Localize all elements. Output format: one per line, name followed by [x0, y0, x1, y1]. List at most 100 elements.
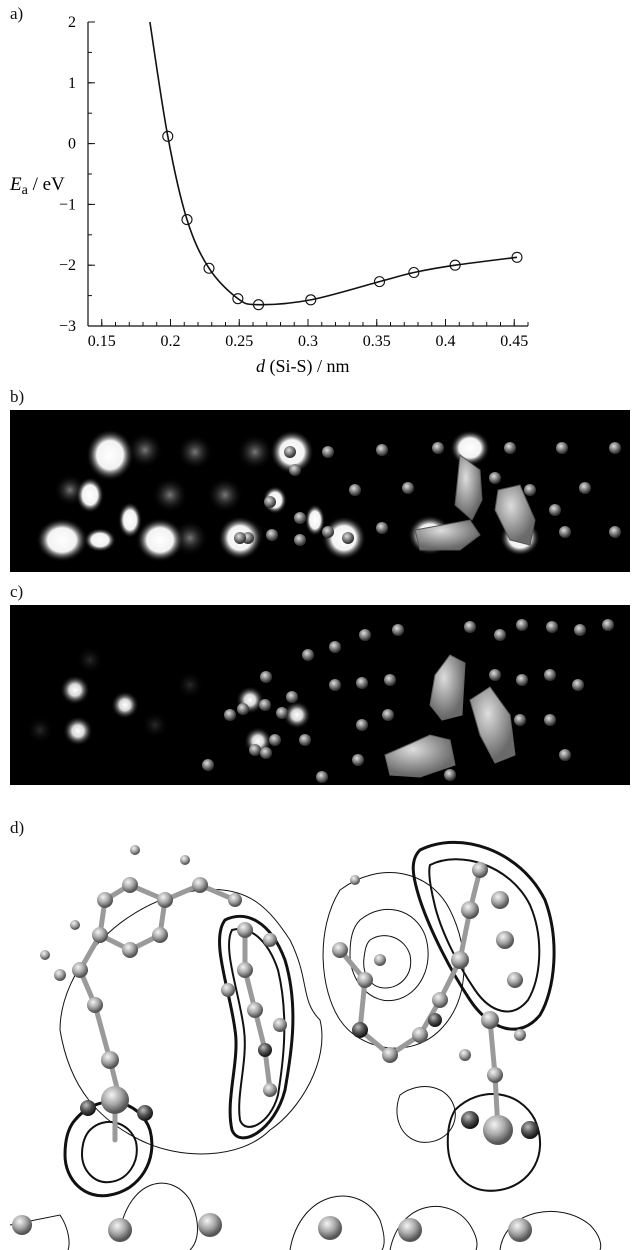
surface-atom — [224, 709, 236, 721]
y-axis-label: Ea / eV — [9, 174, 65, 198]
surface-atom — [356, 719, 368, 731]
stm-image-c — [26, 619, 614, 783]
surface-atom — [294, 512, 306, 524]
surface-atom — [322, 446, 334, 458]
surface-atom — [572, 679, 584, 691]
molecule-atoms — [12, 845, 539, 1242]
stm-image-panel-c — [10, 605, 630, 785]
surface-atom — [349, 484, 361, 496]
surface-atom — [289, 464, 301, 476]
x-axis-label-rest: (Si-S) / nm — [265, 356, 350, 377]
chart-ticks: 0.15 0.2 0.25 0.3 0.35 0.4 0.45 2 1 0 −1 −2 −3 — [59, 14, 529, 350]
x-tick-label: 0.25 — [225, 333, 253, 350]
data-point — [232, 293, 244, 305]
surface-atom — [579, 482, 591, 494]
y-tick-label: 0 — [68, 136, 76, 153]
x-axis-label-symbol: d — [256, 356, 266, 376]
adsorbed-molecules-b — [414, 454, 536, 551]
surface-atom — [260, 747, 272, 759]
faint-spots — [26, 646, 204, 744]
surface-atoms-c — [202, 619, 614, 783]
contour-structure-panel-d — [9, 840, 602, 1250]
data-point — [181, 214, 193, 226]
surface-atom — [237, 703, 249, 715]
x-tick-label: 0.2 — [161, 333, 181, 350]
surface-atom — [329, 641, 341, 653]
y-tick-label: 2 — [68, 14, 76, 31]
y-axis-label-subscript: a — [22, 183, 29, 198]
x-tick-label: 0.45 — [500, 333, 528, 350]
surface-atom — [266, 529, 278, 541]
energy-curve-line — [149, 21, 518, 306]
data-point — [449, 259, 461, 271]
surface-atom — [359, 629, 371, 641]
x-tick-label: 0.4 — [436, 333, 456, 350]
y-tick-label: −1 — [59, 196, 76, 213]
stm-image-b — [36, 429, 621, 562]
surface-atom — [516, 619, 528, 631]
energy-curve-chart: 0.15 0.2 0.25 0.3 0.35 0.4 0.45 2 1 0 −1 −2 −3 Ea / … — [9, 14, 529, 377]
surface-atom — [556, 442, 568, 454]
surface-atom — [260, 671, 272, 683]
surface-atom — [234, 532, 246, 544]
panel-d-label: d) — [10, 818, 25, 837]
surface-atom — [504, 442, 516, 454]
surface-atom — [202, 759, 214, 771]
panel-b-label: b) — [10, 387, 25, 406]
surface-atom — [392, 624, 404, 636]
surface-atom — [402, 482, 414, 494]
data-point — [203, 262, 215, 274]
x-axis-label: d (Si-S) / nm — [256, 356, 350, 377]
data-markers — [162, 130, 523, 311]
surface-atom — [574, 624, 586, 636]
x-tick-label: 0.3 — [298, 333, 318, 350]
surface-atom — [329, 679, 341, 691]
surface-atom — [249, 744, 261, 756]
adsorbed-molecules-c — [384, 654, 516, 778]
chart-axes — [87, 22, 528, 327]
surface-atom — [384, 674, 396, 686]
surface-atom — [544, 714, 556, 726]
surface-atom — [546, 621, 558, 633]
y-tick-label: −3 — [59, 318, 76, 335]
surface-atoms-b — [234, 442, 621, 546]
surface-atom — [264, 496, 276, 508]
panel-a-label: a) — [10, 4, 24, 23]
data-point — [305, 294, 317, 306]
data-point — [252, 299, 265, 311]
surface-atom — [322, 526, 334, 538]
surface-atom — [444, 769, 456, 781]
data-point — [162, 130, 174, 142]
y-tick-label: −2 — [59, 257, 76, 274]
surface-atom — [342, 532, 354, 544]
y-axis-label-symbol: E — [9, 174, 22, 195]
surface-atom — [299, 734, 311, 746]
surface-atom — [524, 484, 536, 496]
surface-atom — [432, 442, 444, 454]
surface-atom — [549, 504, 561, 516]
surface-atom — [259, 699, 271, 711]
y-tick-label: 1 — [68, 75, 76, 92]
surface-atom — [609, 526, 621, 538]
panel-c-label: c) — [10, 582, 24, 601]
surface-atom — [269, 734, 281, 746]
surface-atom — [489, 472, 501, 484]
y-axis-label-unit: / eV — [28, 174, 65, 195]
surface-atom — [356, 677, 368, 689]
data-point — [408, 266, 420, 279]
surface-atom — [286, 691, 298, 703]
surface-atom — [302, 649, 314, 661]
surface-atom — [276, 707, 288, 719]
surface-atom — [352, 754, 364, 766]
surface-atom — [544, 669, 556, 681]
surface-atom — [376, 444, 388, 456]
surface-atom — [382, 709, 394, 721]
surface-atom — [602, 619, 614, 631]
surface-atom — [516, 674, 528, 686]
surface-atom — [376, 522, 388, 534]
surface-atom — [559, 749, 571, 761]
x-tick-label: 0.35 — [363, 333, 391, 350]
surface-atom — [294, 534, 306, 546]
data-point — [373, 276, 386, 288]
surface-atom — [316, 771, 328, 783]
